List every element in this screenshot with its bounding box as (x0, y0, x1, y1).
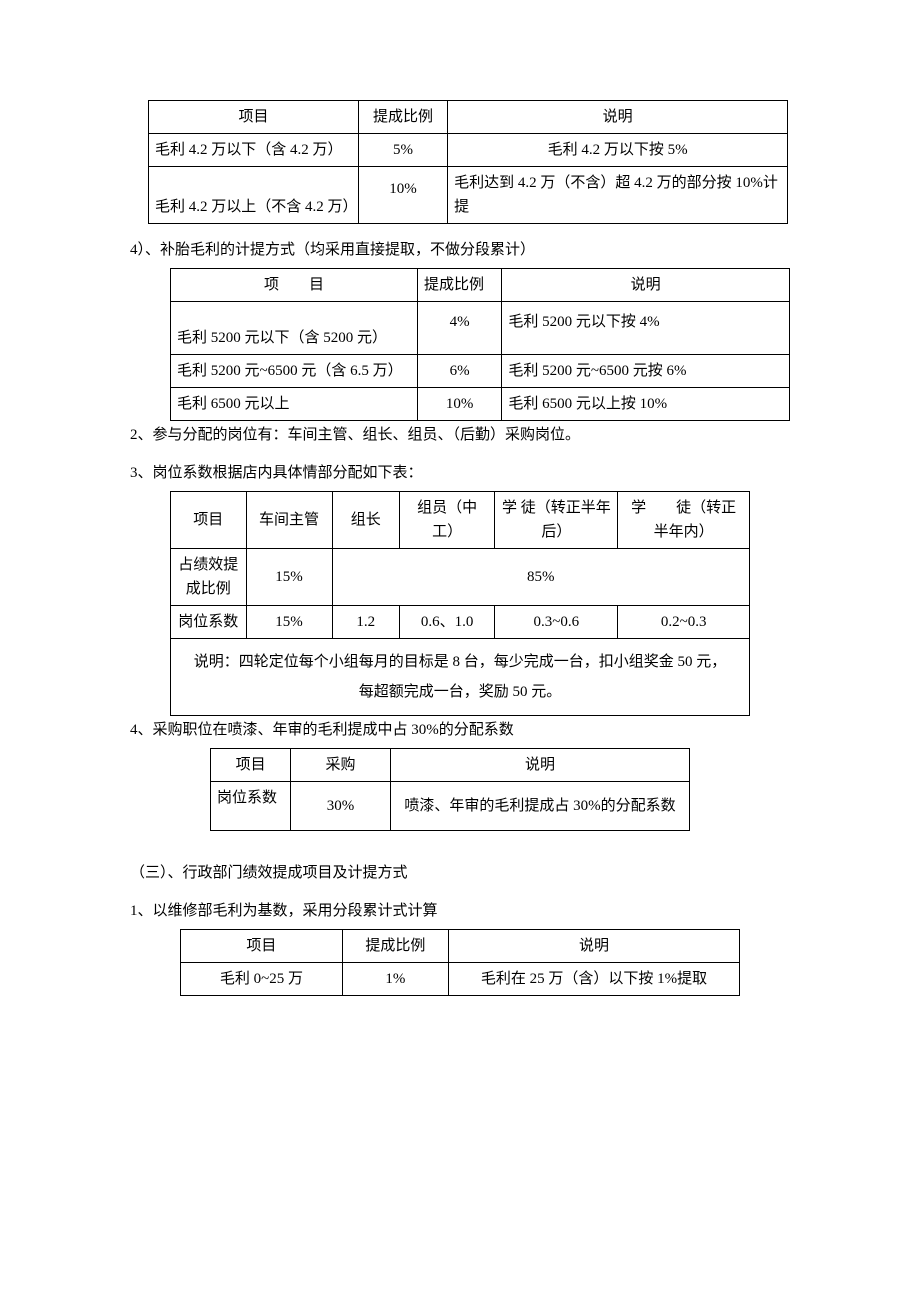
section-3-title: （三）、行政部门绩效提成项目及计提方式 (130, 861, 790, 885)
t3-r2c4: 0.2~0.3 (618, 606, 750, 639)
t2-h3: 说明 (502, 269, 790, 302)
t3-h6: 学 徒（转正半年内） (618, 492, 750, 549)
table-row: 毛利 4.2 万以上（不含 4.2 万） 10% 毛利达到 4.2 万（不含）超… (149, 167, 788, 224)
t4-h3: 说明 (390, 749, 689, 782)
t2-r0c1: 4% (417, 302, 501, 355)
t1-h2: 提成比例 (358, 101, 447, 134)
t2-r2c0: 毛利 6500 元以上 (171, 388, 418, 421)
t2-r0c2: 毛利 5200 元以下按 4% (502, 302, 790, 355)
t1-h3: 说明 (448, 101, 788, 134)
tire-commission-table: 项 目 提成比例 说明 毛利 5200 元以下（含 5200 元） 4% 毛利 … (170, 268, 790, 421)
t3-r2c0: 15% (246, 606, 332, 639)
table-row: 岗位系数 30% 喷漆、年审的毛利提成占 30%的分配系数 (211, 782, 690, 831)
table-row: 说明：四轮定位每个小组每月的目标是 8 台，每少完成一台，扣小组奖金 50 元，… (171, 639, 750, 716)
t3-h5: 学 徒（转正半年后） (495, 492, 618, 549)
table-row: 毛利 5200 元以下（含 5200 元） 4% 毛利 5200 元以下按 4% (171, 302, 790, 355)
t3-h3: 组长 (332, 492, 399, 549)
t1-r0c1: 5% (358, 134, 447, 167)
t4-r-label: 岗位系数 (211, 782, 291, 831)
t4-h2: 采购 (291, 749, 391, 782)
table-row: 毛利 0~25 万 1% 毛利在 25 万（含）以下按 1%提取 (181, 963, 740, 996)
t4-h1: 项目 (211, 749, 291, 782)
t1-r1c1: 10% (358, 167, 447, 224)
t2-h2: 提成比例 (417, 269, 501, 302)
t3-r2c2: 0.6、1.0 (399, 606, 494, 639)
t5-r0c1: 1% (342, 963, 448, 996)
t1-h1: 项目 (149, 101, 359, 134)
t3-h1: 项目 (171, 492, 247, 549)
purchase-coefficient-table: 项目 采购 说明 岗位系数 30% 喷漆、年审的毛利提成占 30%的分配系数 (210, 748, 690, 831)
t3-h4: 组员（中工） (399, 492, 494, 549)
t2-r0c0: 毛利 5200 元以下（含 5200 元） (171, 302, 418, 355)
t1-r1c2: 毛利达到 4.2 万（不含）超 4.2 万的部分按 10%计提 (448, 167, 788, 224)
t2-r1c1: 6% (417, 355, 501, 388)
t2-r1c0: 毛利 5200 元~6500 元（含 6.5 万） (171, 355, 418, 388)
t3-r1-label: 占绩效提成比例 (171, 549, 247, 606)
table-row: 岗位系数 15% 1.2 0.6、1.0 0.3~0.6 0.2~0.3 (171, 606, 750, 639)
t3-r2c3: 0.3~0.6 (495, 606, 618, 639)
t5-r0c2: 毛利在 25 万（含）以下按 1%提取 (448, 963, 739, 996)
t3-h2: 车间主管 (246, 492, 332, 549)
t2-h1: 项 目 (171, 269, 418, 302)
t5-h1: 项目 (181, 930, 343, 963)
t2-r1c2: 毛利 5200 元~6500 元按 6% (502, 355, 790, 388)
t1-r0c0: 毛利 4.2 万以下（含 4.2 万） (149, 134, 359, 167)
t1-r0c2: 毛利 4.2 万以下按 5% (448, 134, 788, 167)
table-row: 毛利 4.2 万以下（含 4.2 万） 5% 毛利 4.2 万以下按 5% (149, 134, 788, 167)
t3-r2-label: 岗位系数 (171, 606, 247, 639)
table-row: 占绩效提成比例 15% 85% (171, 549, 750, 606)
t3-note: 说明：四轮定位每个小组每月的目标是 8 台，每少完成一台，扣小组奖金 50 元，… (171, 639, 750, 716)
para-3: 3、岗位系数根据店内具体情部分配如下表： (130, 461, 790, 485)
para-4b: 4、采购职位在喷漆、年审的毛利提成中占 30%的分配系数 (130, 718, 790, 742)
table-row: 毛利 5200 元~6500 元（含 6.5 万） 6% 毛利 5200 元~6… (171, 355, 790, 388)
t5-r0c0: 毛利 0~25 万 (181, 963, 343, 996)
t5-h3: 说明 (448, 930, 739, 963)
t3-r1-v1: 15% (246, 549, 332, 606)
t4-r-v1: 30% (291, 782, 391, 831)
commission-table-1: 项目 提成比例 说明 毛利 4.2 万以下（含 4.2 万） 5% 毛利 4.2… (148, 100, 788, 224)
t1-r1c0: 毛利 4.2 万以上（不含 4.2 万） (149, 167, 359, 224)
t2-r2c1: 10% (417, 388, 501, 421)
para-4: 4）、补胎毛利的计提方式（均采用直接提取，不做分段累计） (130, 238, 790, 262)
para-2: 2、参与分配的岗位有：车间主管、组长、组员、（后勤）采购岗位。 (130, 423, 790, 447)
t4-r-v2: 喷漆、年审的毛利提成占 30%的分配系数 (390, 782, 689, 831)
t5-h2: 提成比例 (342, 930, 448, 963)
table-row: 毛利 6500 元以上 10% 毛利 6500 元以上按 10% (171, 388, 790, 421)
para-1: 1、以维修部毛利为基数，采用分段累计式计算 (130, 899, 790, 923)
t3-r1-v2: 85% (332, 549, 750, 606)
position-coefficient-table: 项目 车间主管 组长 组员（中工） 学 徒（转正半年后） 学 徒（转正半年内） … (170, 491, 750, 716)
t2-r2c2: 毛利 6500 元以上按 10% (502, 388, 790, 421)
admin-commission-table: 项目 提成比例 说明 毛利 0~25 万 1% 毛利在 25 万（含）以下按 1… (180, 929, 740, 996)
t3-r2c1: 1.2 (332, 606, 399, 639)
